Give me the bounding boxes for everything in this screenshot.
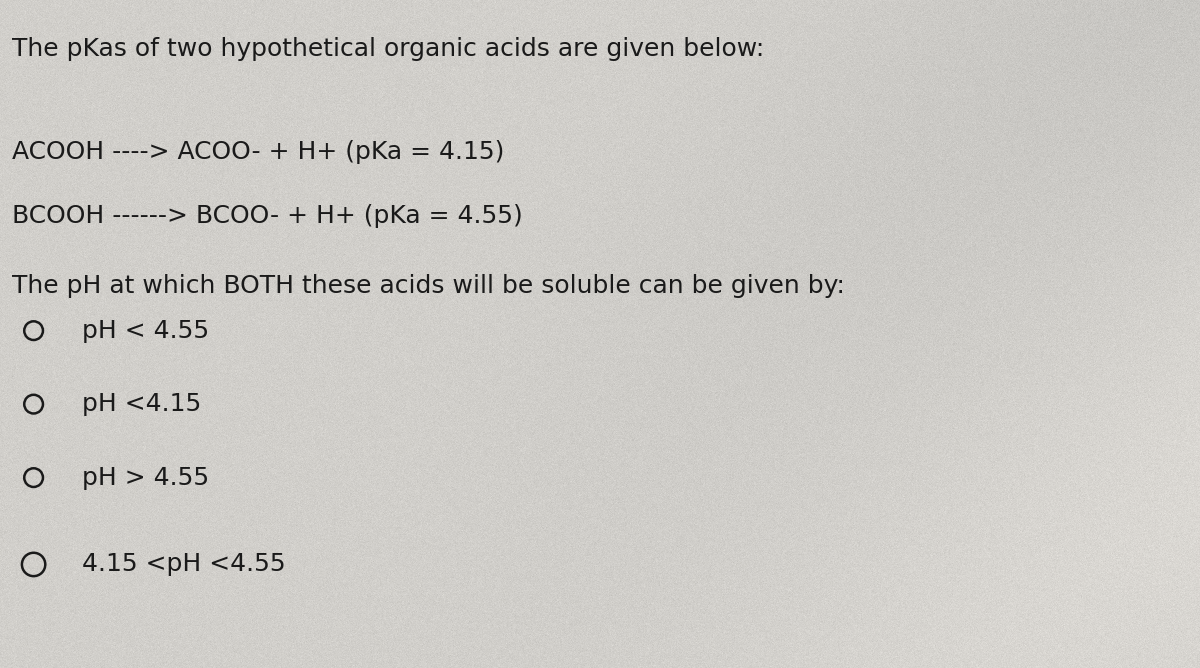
Text: pH < 4.55: pH < 4.55 xyxy=(82,319,209,343)
Text: BCOOH ------> BCOO- + H+ (pKa = 4.55): BCOOH ------> BCOO- + H+ (pKa = 4.55) xyxy=(12,204,523,228)
Text: ACOOH ----> ACOO- + H+ (pKa = 4.15): ACOOH ----> ACOO- + H+ (pKa = 4.15) xyxy=(12,140,504,164)
Text: The pH at which BOTH these acids will be soluble can be given by:: The pH at which BOTH these acids will be… xyxy=(12,274,845,298)
Text: 4.15 <pH <4.55: 4.15 <pH <4.55 xyxy=(82,552,286,576)
Text: pH > 4.55: pH > 4.55 xyxy=(82,466,209,490)
Text: The pKas of two hypothetical organic acids are given below:: The pKas of two hypothetical organic aci… xyxy=(12,37,764,61)
Text: pH <4.15: pH <4.15 xyxy=(82,392,200,416)
